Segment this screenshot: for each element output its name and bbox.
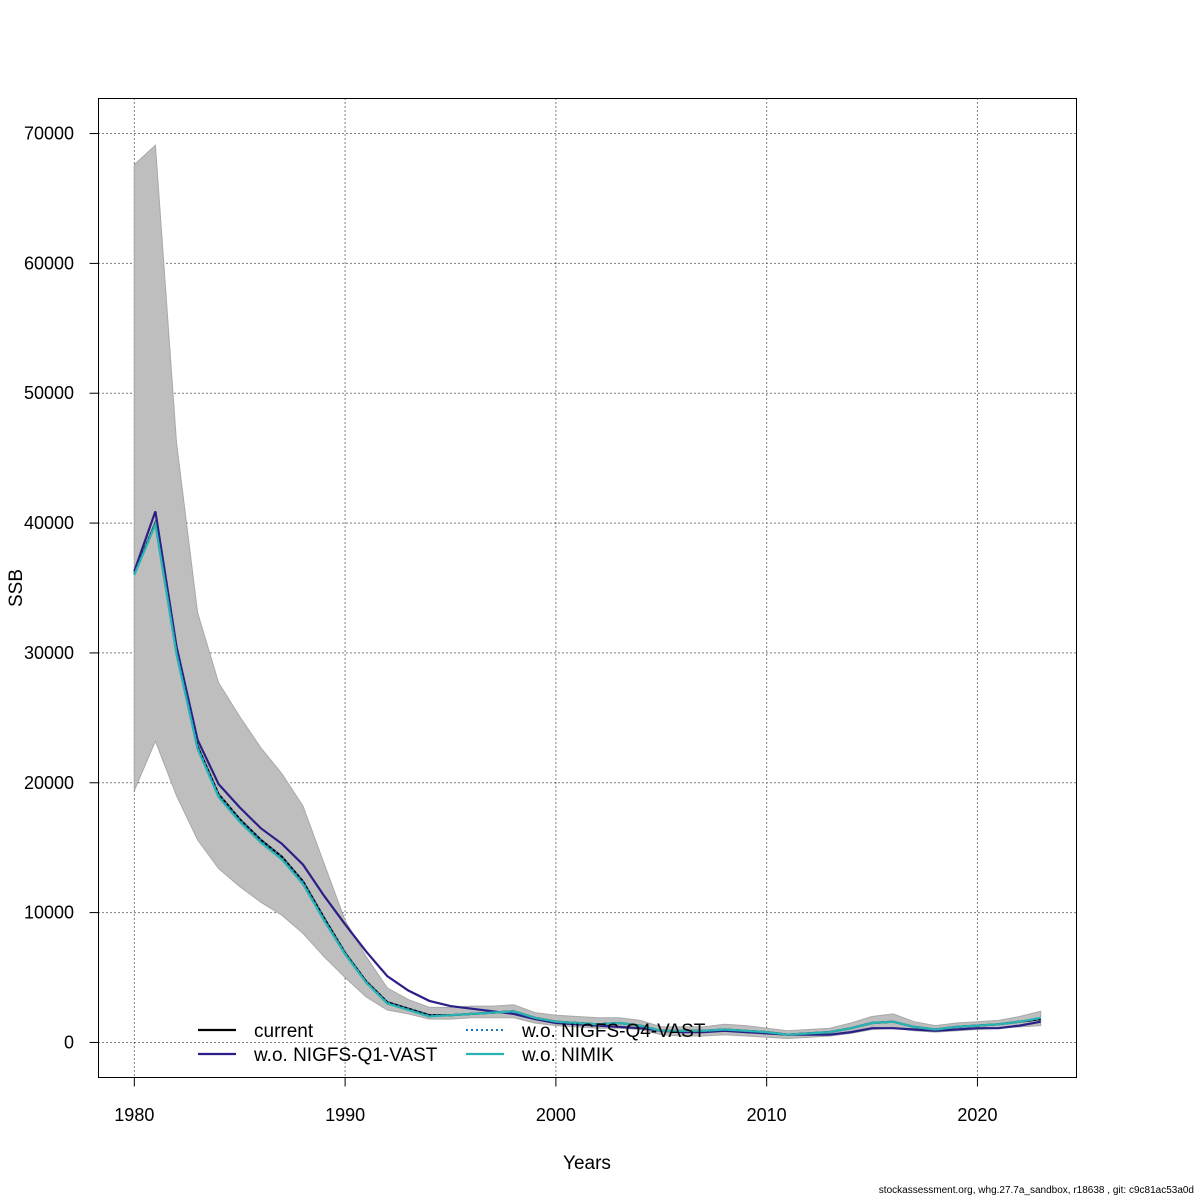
y-tick-label: 50000 bbox=[24, 383, 74, 403]
x-tick-label: 1990 bbox=[325, 1105, 365, 1125]
x-tick-label: 2010 bbox=[747, 1105, 787, 1125]
x-axis: 1980 1990 2000 2010 2020 bbox=[114, 1077, 997, 1125]
legend-label: w.o. NIMIK bbox=[521, 1045, 614, 1066]
y-tick-label: 40000 bbox=[24, 513, 74, 533]
legend-label: w.o. NIGFS-Q4-VAST bbox=[521, 1021, 706, 1042]
y-axis: 0 10000 20000 30000 40000 50000 60000 70000 bbox=[24, 124, 99, 1052]
x-axis-label: Years bbox=[563, 1153, 611, 1174]
series-line-2 bbox=[133, 511, 1041, 1036]
y-tick-label: 10000 bbox=[24, 903, 74, 923]
y-tick-label: 0 bbox=[64, 1032, 74, 1052]
x-tick-label: 1980 bbox=[114, 1105, 154, 1125]
series-line-4 bbox=[133, 520, 1041, 1036]
y-tick-label: 70000 bbox=[24, 124, 74, 144]
x-tick-label: 2020 bbox=[957, 1105, 997, 1125]
legend: current w.o. NIGFS-Q1-VAST w.o. NIGFS-Q4-V… bbox=[198, 1021, 706, 1066]
series-lines bbox=[133, 511, 1041, 1036]
footer-credit: stockassessment.org, whg.27.7a_sandbox, … bbox=[878, 1185, 1194, 1196]
y-tick-label: 60000 bbox=[24, 253, 74, 273]
y-tick-label: 20000 bbox=[24, 773, 74, 793]
legend-label: current bbox=[254, 1021, 314, 1042]
grid bbox=[98, 98, 1077, 1078]
x-tick-label: 2000 bbox=[536, 1105, 576, 1125]
confidence-band bbox=[133, 144, 1042, 1040]
legend-label: w.o. NIGFS-Q1-VAST bbox=[253, 1045, 438, 1066]
plot-frame bbox=[98, 98, 1077, 1078]
y-tick-label: 30000 bbox=[24, 643, 74, 663]
y-axis-label: SSB bbox=[6, 569, 27, 607]
